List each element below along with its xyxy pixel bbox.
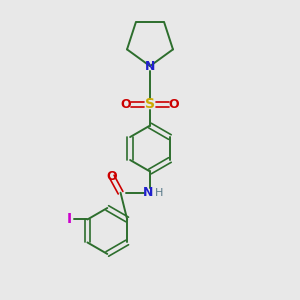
Text: O: O <box>169 98 179 111</box>
Text: O: O <box>121 98 131 111</box>
Text: N: N <box>143 186 153 199</box>
Text: I: I <box>67 212 72 226</box>
Text: N: N <box>145 60 155 73</box>
Text: S: S <box>145 98 155 111</box>
Text: H: H <box>154 188 163 198</box>
Text: O: O <box>106 170 117 183</box>
